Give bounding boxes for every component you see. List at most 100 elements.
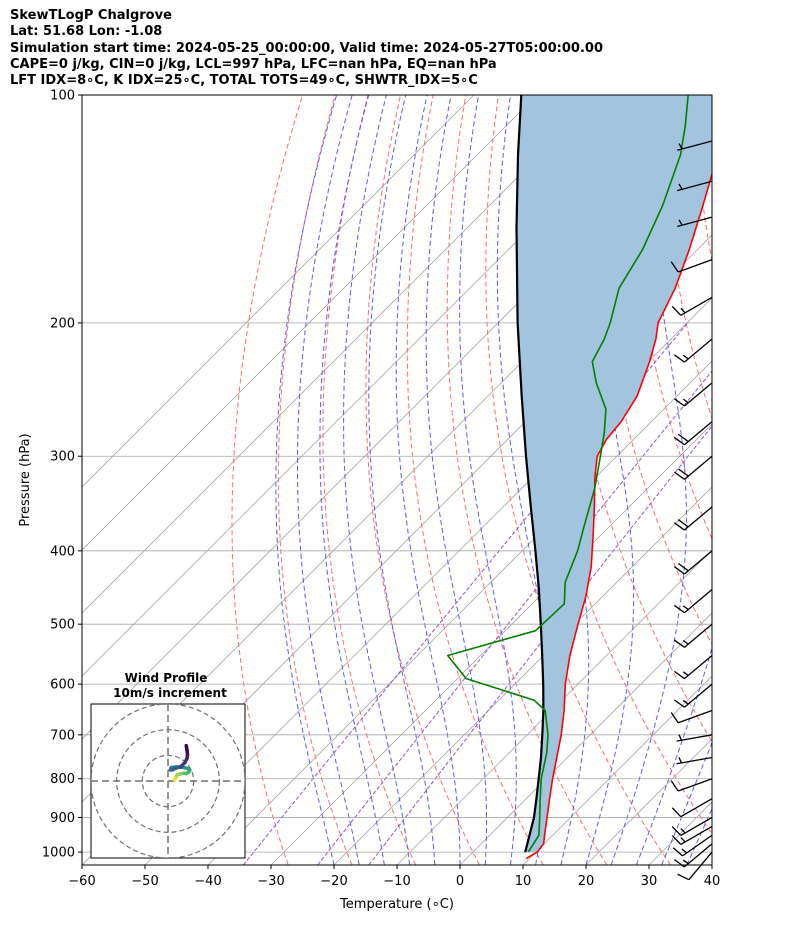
y-tick-label: 700 xyxy=(50,728,75,743)
wind-barb xyxy=(671,825,713,846)
wind-barb-staff xyxy=(684,843,713,868)
dry-adiabat-line xyxy=(661,95,712,420)
x-tick-label: −20 xyxy=(320,874,347,889)
moist-adiabat-line xyxy=(686,807,712,865)
isotherm-line xyxy=(711,864,712,865)
wind-barb-half-flag xyxy=(680,837,686,843)
hodograph-subtitle: 10m/s increment xyxy=(113,686,227,700)
moist-adiabat-line xyxy=(395,95,461,865)
moist-adiabat-line xyxy=(737,95,794,865)
wind-barb-half-flag xyxy=(680,307,686,314)
wind-barb-staff xyxy=(677,778,713,792)
wind-barb xyxy=(677,216,713,228)
wind-barb-staff xyxy=(677,140,713,151)
dry-adiabat-line xyxy=(231,95,304,865)
wind-barb-staff xyxy=(682,834,713,857)
dry-adiabat-line xyxy=(277,95,353,865)
dry-adiabat-line xyxy=(727,95,794,865)
wind-barb-staff xyxy=(680,798,713,818)
isotherm-line xyxy=(522,675,712,865)
wind-barb-half-flag xyxy=(682,605,689,611)
wind-barb xyxy=(676,756,713,765)
hodograph-title: Wind Profile xyxy=(125,671,208,685)
y-tick-label: 500 xyxy=(50,618,75,633)
moist-adiabat-line xyxy=(459,95,517,865)
wind-barb-flag xyxy=(674,566,685,575)
hodograph-rings xyxy=(91,704,245,858)
wind-barb-flag xyxy=(677,433,689,443)
moist-adiabat-line xyxy=(297,95,360,865)
wind-barb xyxy=(674,655,713,680)
wind-barb xyxy=(671,296,713,316)
wind-barb-half-flag xyxy=(678,756,683,764)
x-tick-label: 20 xyxy=(578,874,595,889)
temperature-profile-line xyxy=(525,171,712,860)
moist-adiabat-line xyxy=(275,95,338,865)
moist-adiabat-line xyxy=(711,863,712,865)
wind-barb xyxy=(674,683,713,708)
isotherm-line xyxy=(82,95,475,488)
sounding-profiles xyxy=(446,95,712,860)
wind-barb-half-flag xyxy=(682,639,689,645)
wind-barb-staff xyxy=(684,382,713,407)
wind-barb-staff xyxy=(684,506,713,531)
isotherm-line xyxy=(270,423,712,865)
wind-barb-flag xyxy=(674,670,685,680)
wind-barb xyxy=(671,816,713,837)
cin-shaded-area xyxy=(516,95,712,853)
wind-barb xyxy=(677,180,713,192)
y-tick-label: 300 xyxy=(50,450,75,465)
y-tick-label: 800 xyxy=(50,772,75,787)
wind-barb-staff xyxy=(676,756,713,765)
wind-barb xyxy=(677,851,713,881)
y-tick-label: 600 xyxy=(50,678,75,693)
wind-barb xyxy=(674,506,713,531)
wind-barb xyxy=(674,843,713,868)
wind-barb-flag xyxy=(674,639,685,648)
moist-adiabat-line xyxy=(425,95,488,865)
y-tick-label: 100 xyxy=(50,89,75,104)
moist-adiabat-line xyxy=(610,95,687,865)
wind-barb-half-flag xyxy=(678,143,683,150)
moist-adiabat-line xyxy=(635,646,712,865)
isotherm-line xyxy=(333,486,712,865)
stability-parameters: CAPE=0 j/kg, CIN=0 j/kg, LCL=997 hPa, LF… xyxy=(10,56,497,72)
dewpoint-profile-line xyxy=(446,95,689,853)
isotherm-line xyxy=(396,549,712,865)
wind-barb-flag xyxy=(674,604,685,614)
wind-barb-staff xyxy=(680,816,713,837)
x-tick-label: −40 xyxy=(194,874,221,889)
x-axis-label: Temperature (∘C) xyxy=(339,897,454,912)
wind-barb xyxy=(670,709,713,724)
wind-barb-staff xyxy=(677,259,713,273)
wind-barb-staff xyxy=(684,623,713,648)
wind-barb-half-flag xyxy=(678,183,683,190)
x-tick-label: −50 xyxy=(131,874,158,889)
x-tick-label: 30 xyxy=(641,874,658,889)
wind-barb xyxy=(674,550,713,575)
isotherm-line xyxy=(459,612,712,865)
wind-barbs xyxy=(670,140,713,881)
wind-barb-flag xyxy=(670,780,679,792)
wind-barb-flag xyxy=(670,261,679,273)
y-tick-label: 400 xyxy=(50,544,75,559)
dry-adiabat-line xyxy=(406,95,544,865)
wind-barb-staff xyxy=(677,216,713,228)
x-axis-ticks: −60 −50 −40 −30 −20 −10 0 10 20 30 40 xyxy=(68,865,720,889)
x-tick-label: 10 xyxy=(515,874,532,889)
parcel-profile-line xyxy=(515,95,545,853)
wind-barb-staff xyxy=(677,709,713,724)
y-tick-label: 1000 xyxy=(42,846,75,861)
moist-adiabat-line xyxy=(496,95,551,865)
wind-barb xyxy=(674,421,713,446)
wind-barb xyxy=(674,623,713,648)
dry-adiabat-line xyxy=(365,95,480,865)
x-tick-label: −10 xyxy=(383,874,410,889)
wind-barb-flag xyxy=(677,873,690,881)
moist-adiabat-line xyxy=(368,95,436,865)
y-axis-ticks: 100 200 300 400 500 600 700 800 900 1000 xyxy=(42,89,82,861)
wind-barb xyxy=(672,834,713,857)
moist-adiabat-line xyxy=(319,95,385,865)
wind-barb-half-flag xyxy=(682,671,689,676)
